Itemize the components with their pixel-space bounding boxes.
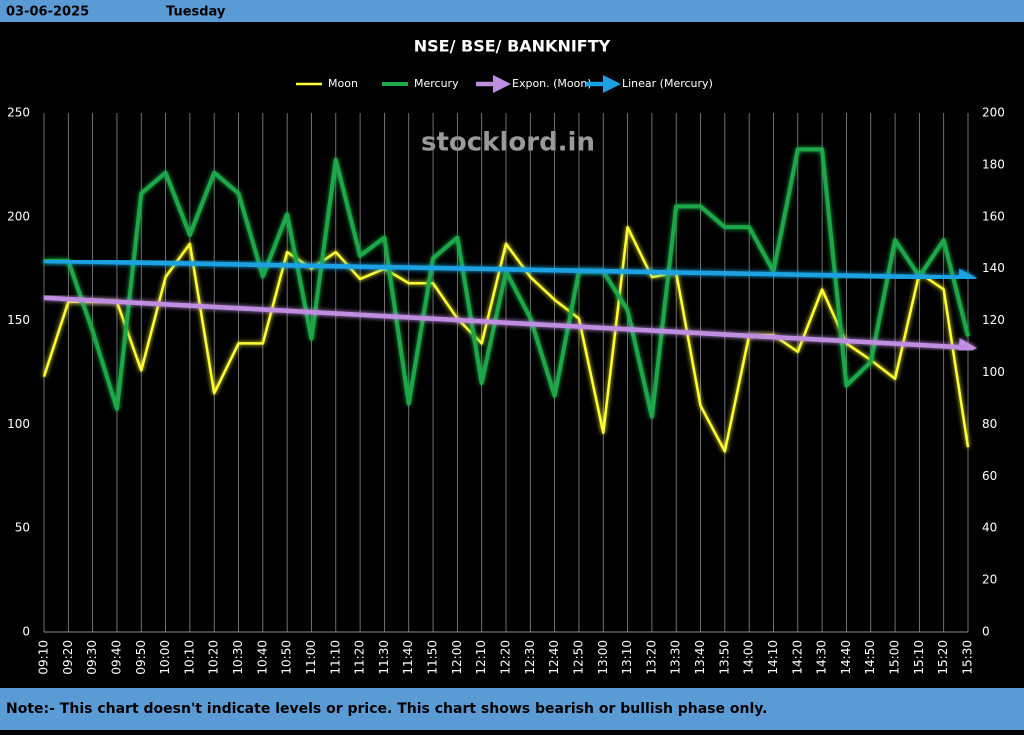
x-tick-label: 12:00 <box>450 640 464 675</box>
x-tick-label: 09:40 <box>109 640 123 675</box>
x-tick-label: 10:30 <box>231 640 245 675</box>
y2-tick-label: 100 <box>982 365 1005 379</box>
x-tick-label: 14:50 <box>863 640 877 675</box>
x-tick-label: 15:00 <box>888 640 902 675</box>
x-tick-label: 09:30 <box>85 640 99 675</box>
x-tick-label: 11:30 <box>377 640 391 675</box>
footer-bar <box>0 688 1024 730</box>
x-tick-label: 11:20 <box>353 640 367 675</box>
x-tick-label: 11:10 <box>328 640 342 675</box>
y-tick-label: 200 <box>7 209 30 223</box>
legend-label: Expon. (Moon) <box>512 77 592 90</box>
x-tick-label: 14:20 <box>790 640 804 675</box>
x-tick-label: 09:20 <box>61 640 75 675</box>
x-tick-label: 11:00 <box>304 640 318 675</box>
x-tick-label: 11:40 <box>401 640 415 675</box>
x-tick-label: 09:50 <box>134 640 148 675</box>
x-tick-label: 10:40 <box>255 640 269 675</box>
y2-tick-label: 120 <box>982 313 1005 327</box>
y2-tick-label: 80 <box>982 417 997 431</box>
date: 03-06-2025 <box>6 5 89 20</box>
x-tick-label: 12:50 <box>571 640 585 675</box>
x-tick-label: 14:40 <box>839 640 853 675</box>
x-tick-label: 10:00 <box>158 640 172 675</box>
day: Tuesday <box>166 5 226 20</box>
x-tick-label: 15:10 <box>912 640 926 675</box>
x-tick-label: 13:40 <box>693 640 707 675</box>
x-tick-label: 09:10 <box>37 640 51 675</box>
legend-label: Mercury <box>414 77 459 90</box>
y2-tick-label: 160 <box>982 209 1005 223</box>
x-tick-label: 13:00 <box>596 640 610 675</box>
y2-tick-label: 140 <box>982 261 1005 275</box>
x-tick-label: 10:10 <box>182 640 196 675</box>
y-tick-label: 250 <box>7 106 30 120</box>
y-tick-label: 0 <box>22 625 30 639</box>
series-line <box>42 225 970 453</box>
chart-title: NSE/ BSE/ BANKNIFTY <box>414 37 611 56</box>
y2-tick-label: 0 <box>982 625 990 639</box>
y-tick-label: 150 <box>7 313 30 327</box>
y2-tick-label: 40 <box>982 521 997 535</box>
x-tick-label: 15:20 <box>936 640 950 675</box>
x-tick-label: 11:50 <box>426 640 440 675</box>
header-bar <box>0 0 1024 22</box>
x-tick-label: 14:10 <box>766 640 780 675</box>
x-tick-label: 15:30 <box>961 640 975 675</box>
trend-line <box>43 295 977 357</box>
y2-tick-label: 20 <box>982 573 997 587</box>
x-tick-label: 10:50 <box>280 640 294 675</box>
x-tick-label: 14:30 <box>815 640 829 675</box>
trend-line <box>43 258 977 287</box>
watermark: stocklord.in <box>421 128 595 158</box>
y-tick-label: 100 <box>7 417 30 431</box>
legend-label: Linear (Mercury) <box>622 77 713 90</box>
x-tick-label: 10:20 <box>207 640 221 675</box>
legend-label: Moon <box>328 77 358 90</box>
y-tick-label: 50 <box>15 521 30 535</box>
footer-note: Note:- This chart doesn't indicate level… <box>6 701 767 717</box>
x-tick-label: 13:50 <box>717 640 731 675</box>
x-tick-label: 14:00 <box>742 640 756 675</box>
y2-tick-label: 60 <box>982 469 997 483</box>
x-tick-label: 12:10 <box>474 640 488 675</box>
y2-tick-label: 200 <box>982 106 1005 120</box>
x-tick-label: 13:20 <box>644 640 658 675</box>
x-tick-label: 13:30 <box>669 640 683 675</box>
y2-tick-label: 180 <box>982 157 1005 171</box>
x-tick-label: 12:20 <box>499 640 513 675</box>
x-tick-label: 13:10 <box>620 640 634 675</box>
x-tick-label: 12:40 <box>547 640 561 675</box>
x-tick-label: 12:30 <box>523 640 537 675</box>
